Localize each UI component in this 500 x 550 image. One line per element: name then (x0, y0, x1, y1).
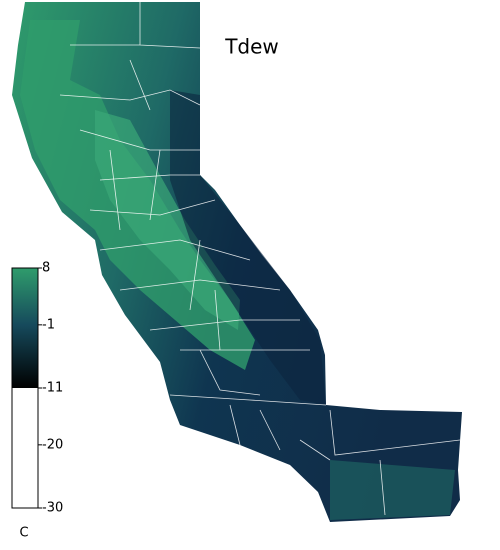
colorbar-tick-label: -20 (42, 437, 63, 452)
south-coast (330, 460, 455, 520)
colorbar-tick-label: -30 (42, 501, 63, 516)
colorbar: 8 -1 -11 -20 -30 (11, 261, 63, 516)
colorbar-unit: C (19, 526, 28, 541)
colorbar-tick-label: -1 (42, 317, 55, 332)
county-lines (59, 2, 461, 516)
valley-highlight (95, 110, 240, 330)
map-title: Tdew (224, 35, 279, 59)
colorbar-tick-label: 8 (42, 261, 50, 276)
colorbar-bar (11, 267, 39, 509)
california-map (12, 2, 462, 522)
desert-shade (170, 90, 326, 405)
colorbar-tick-label: -11 (42, 381, 63, 396)
